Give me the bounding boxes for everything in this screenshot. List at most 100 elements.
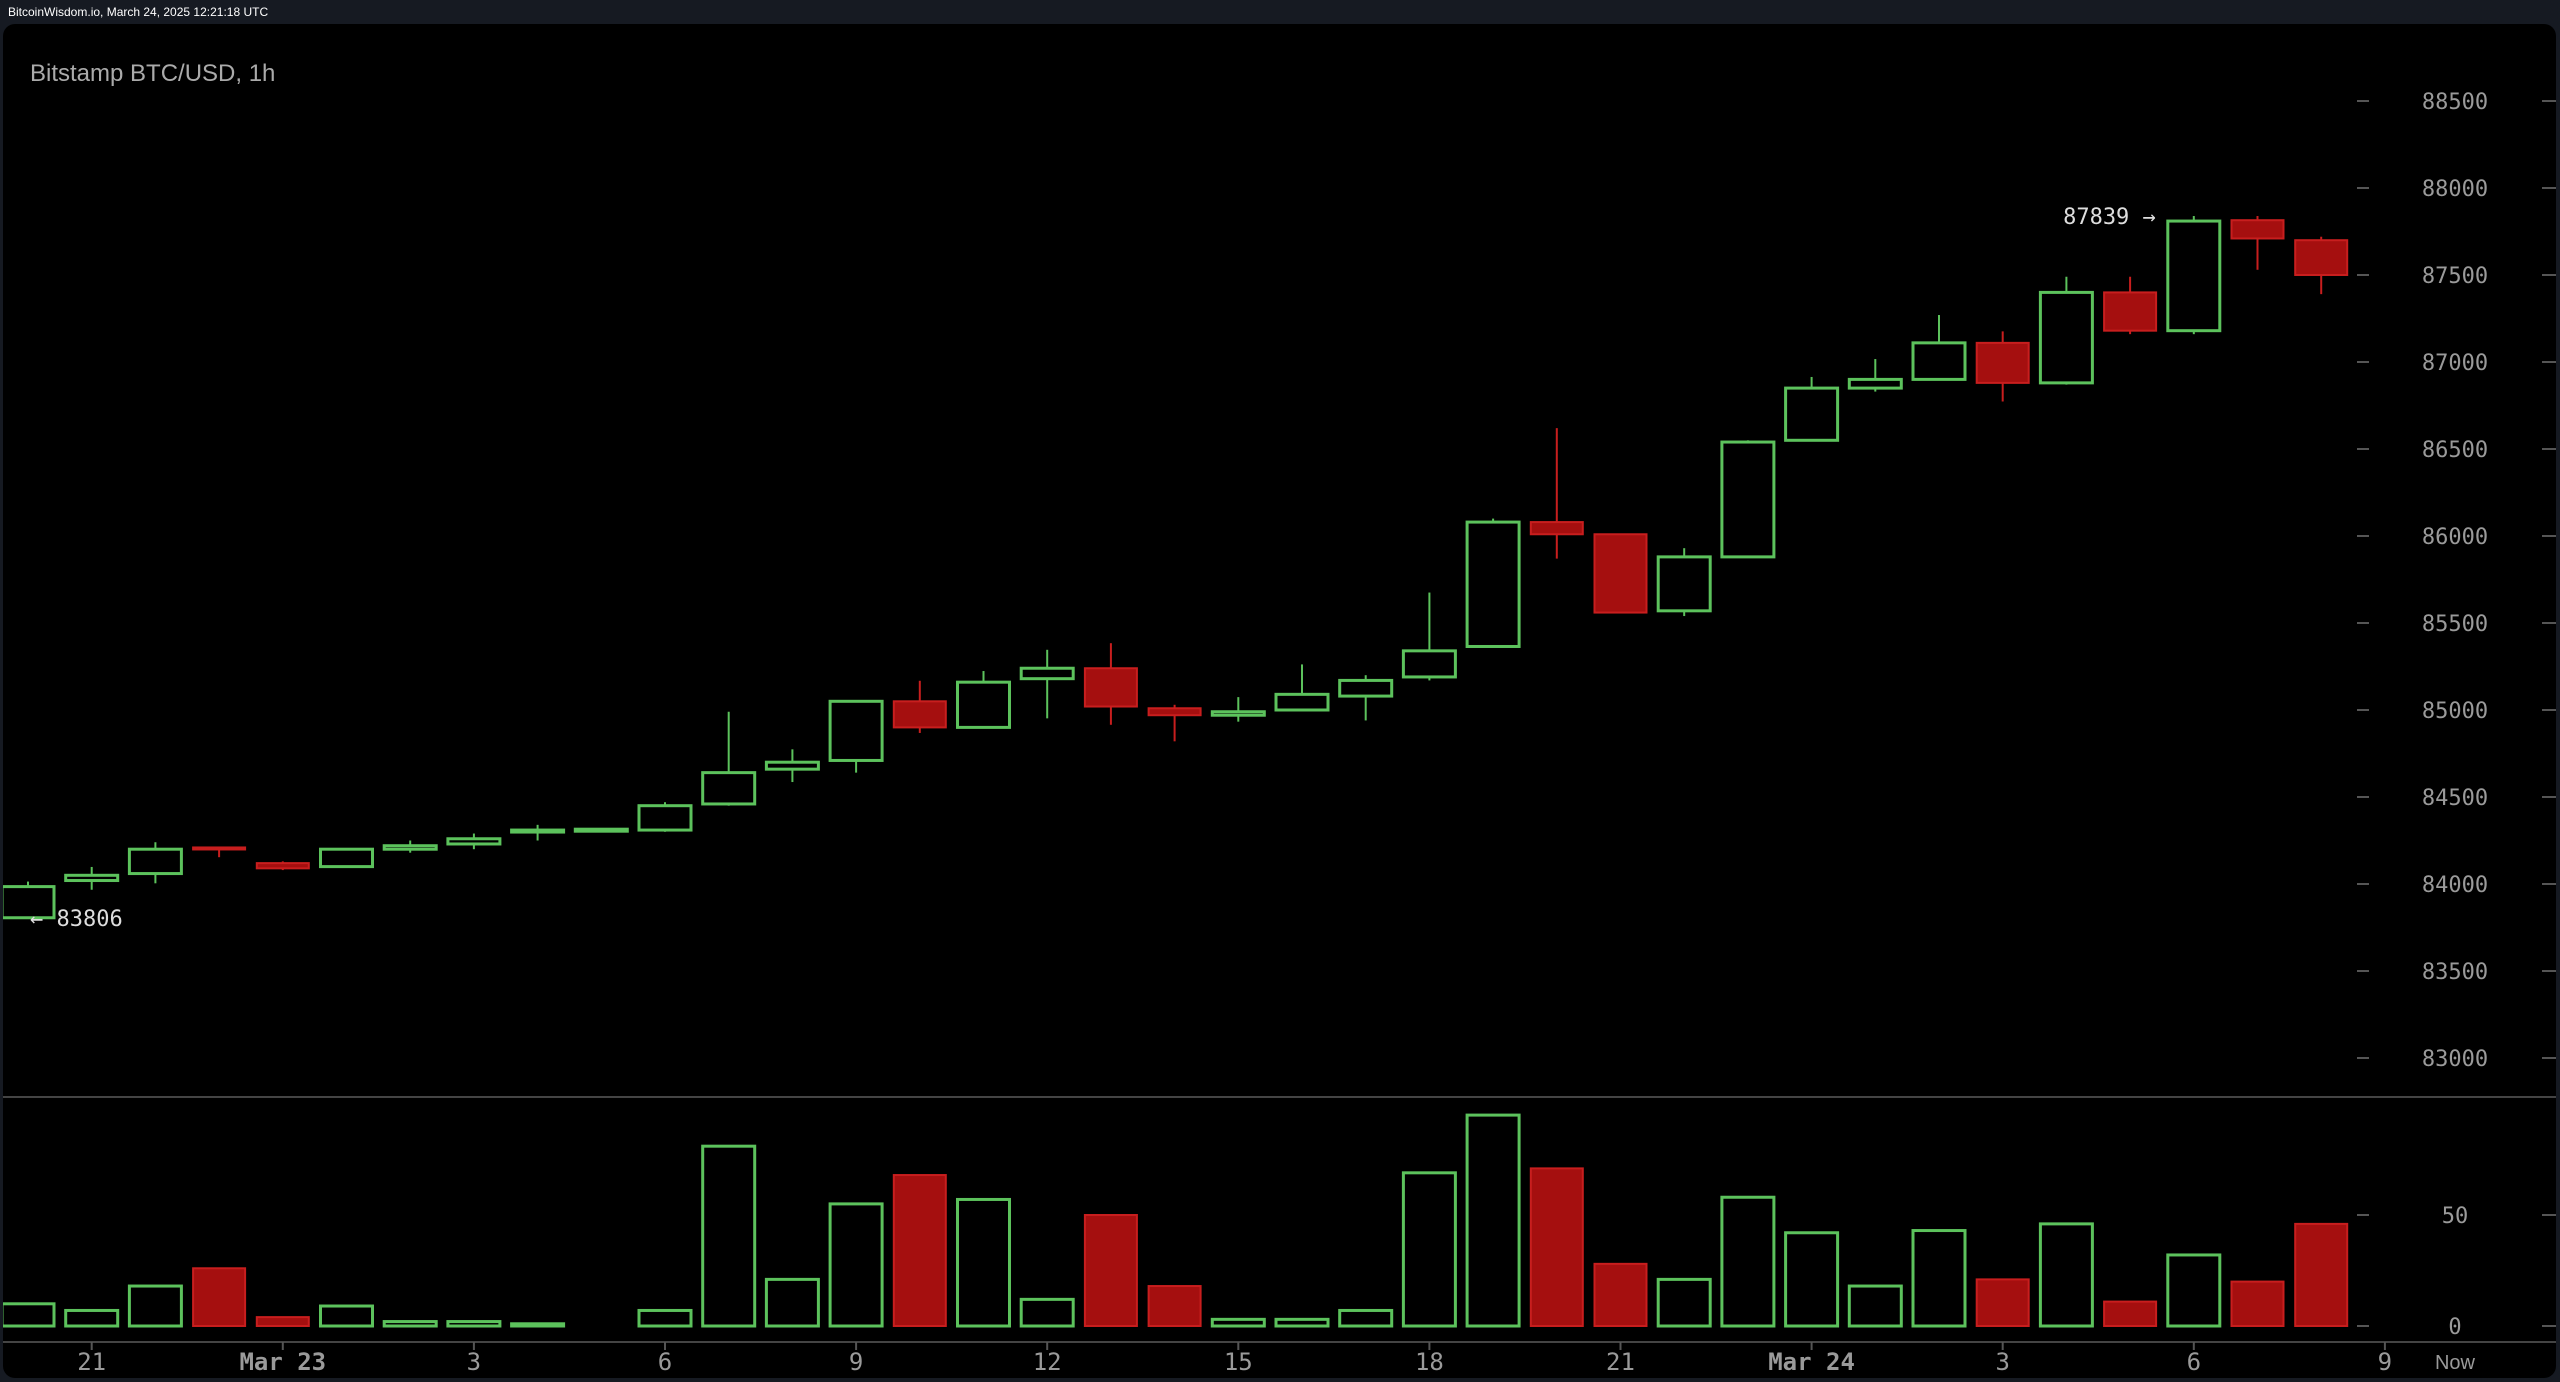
- time-tick-label: Mar 23: [239, 1348, 326, 1376]
- caption: BitcoinWisdom.io, March 24, 2025 12:21:1…: [8, 5, 269, 19]
- volume-bar-up: [956, 1197, 1011, 1328]
- candle-down: [1147, 707, 1202, 717]
- volume-bar-up: [1656, 1277, 1712, 1328]
- volume-bar-up: [1019, 1297, 1075, 1328]
- volume-bar-up: [382, 1320, 438, 1328]
- candle-up: [1911, 341, 1967, 381]
- time-tick-label: 15: [1224, 1348, 1253, 1376]
- candle-down: [1529, 521, 1584, 536]
- volume-bar-up: [1784, 1231, 1840, 1328]
- candle-up: [701, 771, 757, 806]
- volume-bar-up: [127, 1284, 183, 1328]
- price-tick-label: 87500: [2422, 264, 2488, 289]
- time-tick-label: 18: [1415, 1348, 1444, 1376]
- volume-bar-down: [2103, 1300, 2158, 1327]
- candle-up: [956, 680, 1011, 729]
- candle-up: [828, 699, 884, 762]
- volume-bar-up: [1911, 1229, 1967, 1328]
- volume-bar-down: [892, 1174, 947, 1328]
- candle-up: [1401, 649, 1457, 679]
- volume-bar-up: [64, 1308, 120, 1328]
- price-tick-label: 84500: [2422, 786, 2488, 811]
- time-tick-label: 21: [77, 1348, 106, 1376]
- chart-panel: 83000 83500 84000 84500 85000 85500 86000 86500…: [3, 24, 2556, 1378]
- candle-up: [1720, 440, 1776, 559]
- price-tick-label: 87000: [2422, 351, 2488, 376]
- price-tick-label: 84000: [2422, 873, 2488, 898]
- volume-bar-up: [1210, 1317, 1266, 1328]
- price-tick-label: 83000: [2422, 1047, 2488, 1072]
- volume-bar-up: [1847, 1284, 1903, 1328]
- candle-up: [2166, 219, 2222, 333]
- time-tick-label: 3: [1995, 1348, 2009, 1376]
- volume-bar-down: [1593, 1262, 1648, 1327]
- volume-bar-up: [1338, 1308, 1394, 1328]
- candle-up: [764, 760, 820, 771]
- candle-down: [255, 862, 310, 870]
- candle-up: [127, 847, 183, 876]
- candle-up: [1847, 377, 1903, 390]
- volume-bar-up: [701, 1144, 757, 1328]
- price-annotation-low: ← 83806: [30, 907, 123, 932]
- volume-bar-down: [1083, 1214, 1138, 1327]
- volume-bar-up: [637, 1308, 693, 1328]
- candle-down: [2294, 239, 2349, 276]
- candle-up: [1019, 666, 1075, 681]
- chart-svg[interactable]: 83000 83500 84000 84500 85000 85500 86000 86500…: [3, 24, 2556, 1378]
- candle-down: [2230, 219, 2285, 240]
- candle-up: [1338, 678, 1394, 698]
- volume-bar-up: [3, 1302, 56, 1328]
- time-tick-label: 21: [1606, 1348, 1635, 1376]
- now-label: Now: [2435, 1352, 2476, 1374]
- volume-bar-up: [764, 1277, 820, 1328]
- time-tick-label: 6: [2187, 1348, 2201, 1376]
- time-tick-label: 12: [1033, 1348, 1062, 1376]
- time-tick-label: 6: [658, 1348, 672, 1376]
- chart-title: Bitstamp BTC/USD, 1h: [30, 60, 276, 87]
- volume-bar-up: [319, 1304, 374, 1328]
- candle-up: [446, 837, 502, 846]
- volume-bar-down: [255, 1316, 310, 1327]
- candle-down: [1593, 533, 1648, 614]
- volume-bar-up: [510, 1322, 566, 1328]
- volume-tick-label: 50: [2442, 1204, 2469, 1229]
- volume-bar-up: [1401, 1171, 1457, 1328]
- candle-down: [1083, 667, 1138, 708]
- price-tick-label: 88000: [2422, 177, 2488, 202]
- time-tick-label: 9: [849, 1348, 863, 1376]
- volume-bar-down: [2230, 1280, 2285, 1327]
- candle-up: [1656, 555, 1712, 613]
- price-tick-label: 86500: [2422, 438, 2488, 463]
- candle-down: [2103, 291, 2158, 332]
- caption-bar: BitcoinWisdom.io, March 24, 2025 12:21:1…: [0, 0, 2560, 24]
- candle-up: [637, 804, 693, 832]
- candle-down: [892, 700, 947, 729]
- candle-up: [573, 827, 629, 833]
- candle-up: [510, 828, 566, 834]
- time-tick-label: 3: [467, 1348, 481, 1376]
- price-tick-label: 85000: [2422, 699, 2488, 724]
- price-tick-label: 83500: [2422, 960, 2488, 985]
- price-tick-label: 86000: [2422, 525, 2488, 550]
- candle-up: [64, 873, 120, 883]
- volume-bar-down: [1975, 1278, 2030, 1328]
- price-annotation-high: 87839 →: [2063, 205, 2156, 230]
- volume-bar-down: [2294, 1222, 2349, 1328]
- price-tick-label: 85500: [2422, 612, 2488, 637]
- candle-up: [1210, 710, 1266, 717]
- volume-bar-up: [2166, 1253, 2222, 1328]
- candle-up: [1465, 520, 1521, 648]
- candle-up: [319, 847, 374, 869]
- time-tick-label: Mar 24: [1768, 1348, 1855, 1376]
- price-tick-label: 88500: [2422, 90, 2488, 115]
- candle-down: [1975, 341, 2030, 384]
- volume-bar-up: [1720, 1195, 1776, 1328]
- candle-up: [3, 885, 56, 920]
- volume-bar-up: [446, 1320, 502, 1328]
- volume-bar-down: [192, 1267, 247, 1328]
- volume-bar-up: [1274, 1317, 1330, 1328]
- volume-bar-up: [828, 1202, 884, 1328]
- volume-bar-down: [1147, 1285, 1202, 1328]
- candle-up: [2038, 290, 2094, 385]
- candle-down: [192, 846, 247, 851]
